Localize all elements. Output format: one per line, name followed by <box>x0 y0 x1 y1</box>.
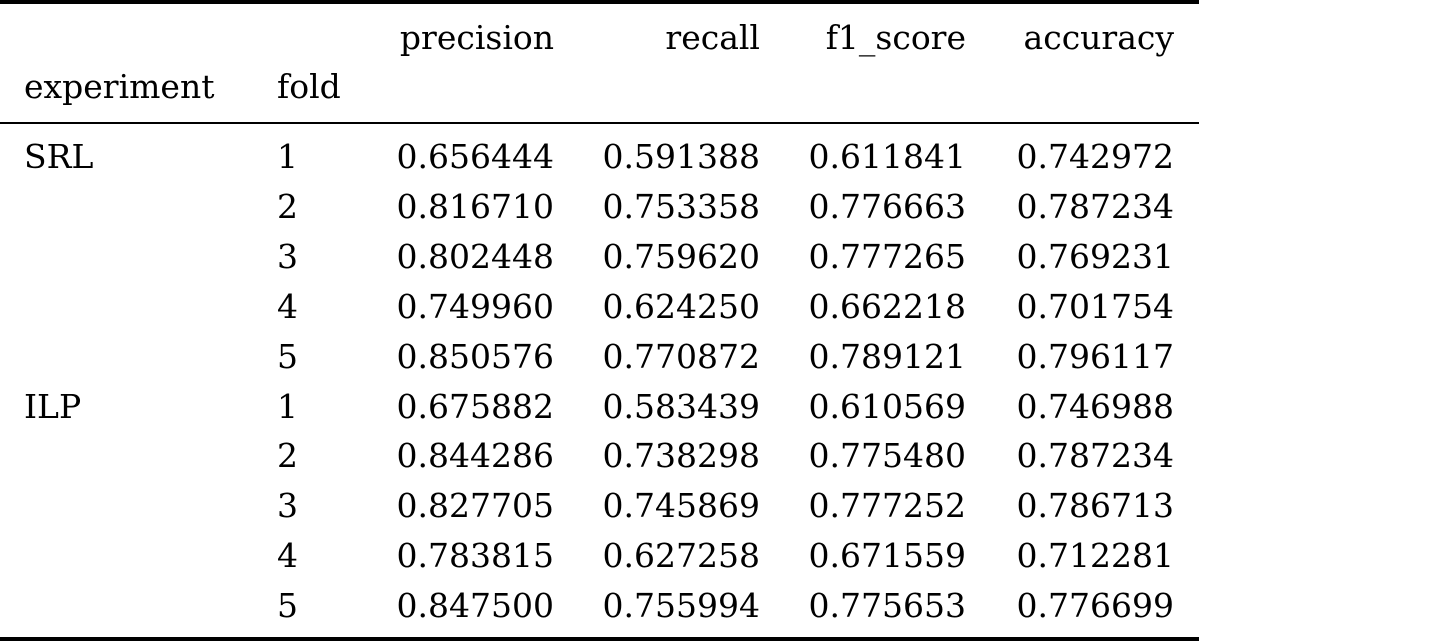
header-precision: precision <box>399 18 554 57</box>
recall-cell: 0.753358 <box>602 187 760 226</box>
precision-cell: 0.675882 <box>396 387 554 426</box>
f1-score-cell: 0.777265 <box>808 237 966 276</box>
precision-cell: 0.783815 <box>396 536 554 575</box>
precision-cell: 0.802448 <box>396 237 554 276</box>
fold-cell: 4 <box>277 536 298 575</box>
fold-cell: 3 <box>277 486 298 525</box>
accuracy-cell: 0.746988 <box>1016 387 1174 426</box>
f1-score-cell: 0.671559 <box>808 536 966 575</box>
fold-cell: 5 <box>277 337 298 376</box>
accuracy-cell: 0.701754 <box>1016 287 1174 326</box>
header-experiment: experiment <box>24 67 215 106</box>
accuracy-cell: 0.787234 <box>1016 187 1174 226</box>
recall-cell: 0.755994 <box>602 586 760 625</box>
recall-cell: 0.624250 <box>602 287 760 326</box>
f1-score-cell: 0.662218 <box>808 287 966 326</box>
accuracy-cell: 0.712281 <box>1016 536 1174 575</box>
header-f1-score: f1_score <box>825 18 966 57</box>
accuracy-cell: 0.769231 <box>1016 237 1174 276</box>
table-header-rule <box>0 122 1199 124</box>
fold-cell: 5 <box>277 586 298 625</box>
recall-cell: 0.591388 <box>602 137 760 176</box>
fold-cell: 4 <box>277 287 298 326</box>
precision-cell: 0.749960 <box>396 287 554 326</box>
precision-cell: 0.656444 <box>396 137 554 176</box>
table-top-rule <box>0 0 1199 4</box>
f1-score-cell: 0.775653 <box>808 586 966 625</box>
table-bottom-rule <box>0 637 1199 641</box>
f1-score-cell: 0.775480 <box>808 436 966 475</box>
header-fold: fold <box>277 67 341 106</box>
header-recall: recall <box>665 18 760 57</box>
recall-cell: 0.627258 <box>602 536 760 575</box>
accuracy-cell: 0.796117 <box>1016 337 1174 376</box>
experiment-label: SRL <box>24 137 94 176</box>
header-accuracy: accuracy <box>1023 18 1174 57</box>
precision-cell: 0.844286 <box>396 436 554 475</box>
f1-score-cell: 0.776663 <box>808 187 966 226</box>
f1-score-cell: 0.777252 <box>808 486 966 525</box>
recall-cell: 0.583439 <box>602 387 760 426</box>
fold-cell: 2 <box>277 436 298 475</box>
f1-score-cell: 0.610569 <box>808 387 966 426</box>
recall-cell: 0.770872 <box>602 337 760 376</box>
f1-score-cell: 0.789121 <box>808 337 966 376</box>
precision-cell: 0.827705 <box>396 486 554 525</box>
fold-cell: 1 <box>277 137 298 176</box>
accuracy-cell: 0.787234 <box>1016 436 1174 475</box>
fold-cell: 3 <box>277 237 298 276</box>
f1-score-cell: 0.611841 <box>808 137 966 176</box>
precision-cell: 0.816710 <box>396 187 554 226</box>
accuracy-cell: 0.742972 <box>1016 137 1174 176</box>
recall-cell: 0.745869 <box>602 486 760 525</box>
recall-cell: 0.738298 <box>602 436 760 475</box>
recall-cell: 0.759620 <box>602 237 760 276</box>
accuracy-cell: 0.776699 <box>1016 586 1174 625</box>
experiment-label: ILP <box>24 387 82 426</box>
fold-cell: 1 <box>277 387 298 426</box>
fold-cell: 2 <box>277 187 298 226</box>
precision-cell: 0.847500 <box>396 586 554 625</box>
accuracy-cell: 0.786713 <box>1016 486 1174 525</box>
precision-cell: 0.850576 <box>396 337 554 376</box>
